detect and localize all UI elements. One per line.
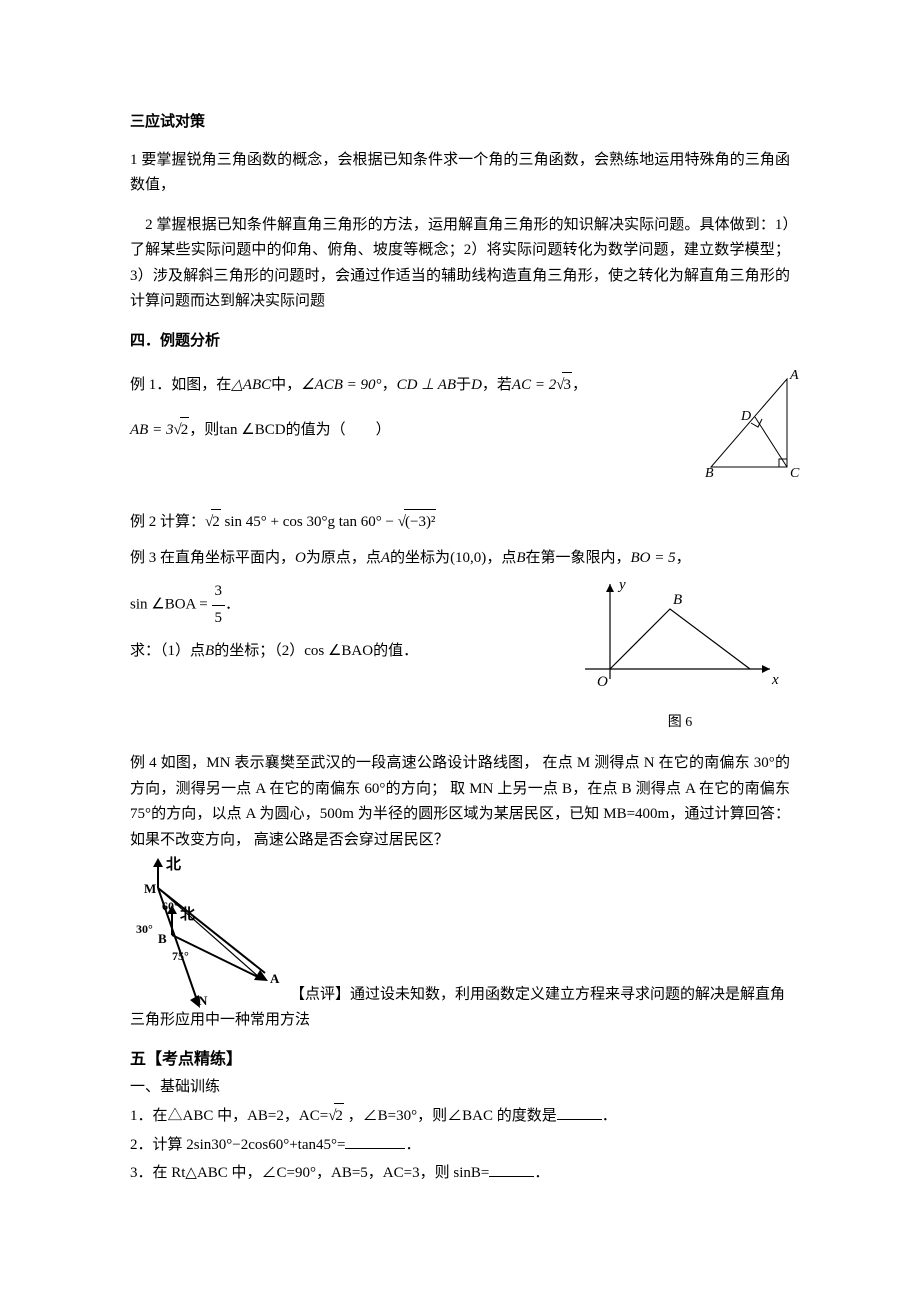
svg-text:D: D: [740, 409, 751, 424]
svg-text:O: O: [597, 674, 608, 690]
ex1-tan: tan ∠BCD: [219, 422, 285, 438]
example2: 例 2 计算：2 sin 45° + cos 30°g tan 60° − (−…: [130, 509, 790, 536]
section3-p1: 1 要掌握锐角三角函数的概念，会根据已知条件求一个角的三角函数，会熟练地运用特殊…: [130, 148, 790, 199]
svg-text:A: A: [789, 368, 799, 383]
ex1-t5: ，若: [482, 377, 512, 393]
svg-text:N: N: [198, 993, 208, 1008]
q1-c: ．: [602, 1108, 617, 1124]
exercise1: 1．在△ABC 中，AB=2，AC=2 ，∠B=30°，则∠BAC 的度数是 ．: [130, 1103, 790, 1130]
svg-text:B: B: [673, 592, 682, 608]
section5-subtitle: 一、基础训练: [130, 1075, 790, 1101]
section5-title: 五【考点精练】: [130, 1046, 790, 1073]
ex3-sin: sin ∠BOA =: [130, 596, 212, 612]
q3-blank: [489, 1162, 534, 1177]
svg-text:B: B: [158, 931, 167, 946]
q2-b: ．: [405, 1137, 420, 1153]
ex2-sqrtneg: (−3)²: [398, 509, 437, 536]
ex1-t3: ，: [382, 377, 397, 393]
svg-text:北: 北: [166, 856, 181, 873]
ex3-period: ．: [225, 596, 240, 612]
ex3-o: O: [295, 550, 306, 566]
ex3-f: (10,0): [450, 550, 486, 566]
ex2-sqrt2: 2: [205, 509, 221, 536]
example4-diagram-block: 北 北 M B A N 30° 60° 75° 【点评】通过设未知数，利用函数定…: [130, 853, 790, 1034]
q2-a: 2．计算 2sin30°−2cos60°+tan45°=: [130, 1137, 345, 1153]
svg-text:60°: 60°: [162, 899, 179, 913]
ex3-a: 例 3 在直角坐标平面内，: [130, 550, 295, 566]
ex3-c: 为原点，点: [306, 550, 381, 566]
ex1-sqrt2: 2: [173, 417, 189, 444]
ex1-then: ，则: [189, 422, 219, 438]
ex3-cos: cos ∠BAO: [304, 643, 373, 659]
ex1-sqrt3: 3: [556, 372, 572, 399]
ex3-j: BO = 5: [631, 550, 676, 566]
q3-a: 3．在 Rt△ABC 中，∠C=90°，AB=5，AC=3，则 sinB=: [130, 1165, 489, 1181]
section3-title: 三应试对策: [130, 110, 790, 136]
ex1-tri: △ABC: [231, 377, 271, 393]
ex3-k: ，: [676, 550, 691, 566]
coord-diagram: O x y B 图 6: [570, 574, 790, 729]
q1-sqrt: 2: [328, 1103, 344, 1130]
section3-p2: 2 掌握根据已知条件解直角三角形的方法，运用解直角三角形的知识解决实际问题。具体…: [130, 213, 790, 315]
svg-text:y: y: [617, 577, 626, 593]
figure6-caption: 图 6: [570, 711, 790, 735]
exercise3: 3．在 Rt△ABC 中，∠C=90°，AB=5，AC=3，则 sinB= ．: [130, 1161, 790, 1187]
ex3-q3: 的值．: [373, 643, 418, 659]
ex1-suffix: 的值为（ ）: [286, 422, 391, 438]
svg-text:x: x: [771, 672, 779, 688]
q1-blank: [557, 1105, 602, 1120]
example1: A B C D 例 1．如图，在△ABC中，∠ACB = 90°，CD ⊥ AB…: [130, 372, 790, 487]
svg-text:A: A: [270, 971, 280, 986]
q1-a: 1．在△ABC 中，AB=2，AC=: [130, 1108, 328, 1124]
triangle-diagram: A B C D: [705, 367, 800, 482]
ex3-g: ，点: [486, 550, 516, 566]
q2-blank: [345, 1134, 405, 1149]
ex1-t1: 例 1．如图，在: [130, 377, 231, 393]
svg-text:B: B: [705, 466, 714, 481]
ex3-qb: B: [205, 643, 214, 659]
q3-b: ．: [534, 1165, 549, 1181]
example3: 例 3 在直角坐标平面内，O为原点，点A的坐标为(10,0)，点B在第一象限内，…: [130, 546, 790, 730]
ex1-t2: 中，: [271, 377, 301, 393]
ex3-i: 在第一象限内，: [526, 550, 631, 566]
ex1-t4: 于: [456, 377, 471, 393]
ex1-comma: ，: [572, 377, 587, 393]
ex3-q: 求：（1）点: [130, 643, 205, 659]
ex3-A: A: [381, 550, 390, 566]
example4-text: 例 4 如图，MN 表示襄樊至武汉的一段高速公路设计路线图， 在点 M 测得点 …: [130, 751, 790, 853]
ex1-ab: AB = 3: [130, 422, 173, 438]
svg-text:C: C: [790, 466, 800, 481]
ex1-d: D: [471, 377, 482, 393]
ex2-sin: sin 45° + cos 30°g tan 60° −: [221, 514, 398, 530]
svg-text:M: M: [144, 881, 156, 896]
ex3-B: B: [516, 550, 525, 566]
ex1-cd: CD ⊥ AB: [397, 377, 456, 393]
svg-text:30°: 30°: [136, 922, 153, 936]
ex2-prefix: 例 2 计算：: [130, 514, 205, 530]
q1-b: ，∠B=30°，则∠BAC 的度数是: [344, 1108, 557, 1124]
svg-text:北: 北: [180, 906, 195, 923]
geo-diagram: 北 北 M B A N 30° 60° 75°: [130, 853, 290, 1008]
ex3-q2: 的坐标；（2）: [214, 643, 304, 659]
svg-text:75°: 75°: [172, 949, 189, 963]
ex3-frac: 35: [212, 579, 226, 631]
ex1-ac: AC = 2: [512, 377, 556, 393]
ex1-angle: ∠ACB = 90°: [301, 377, 381, 393]
section4-title: 四．例题分析: [130, 329, 790, 355]
ex3-e: 的坐标为: [390, 550, 450, 566]
exercise2: 2．计算 2sin30°−2cos60°+tan45°= ．: [130, 1133, 790, 1159]
